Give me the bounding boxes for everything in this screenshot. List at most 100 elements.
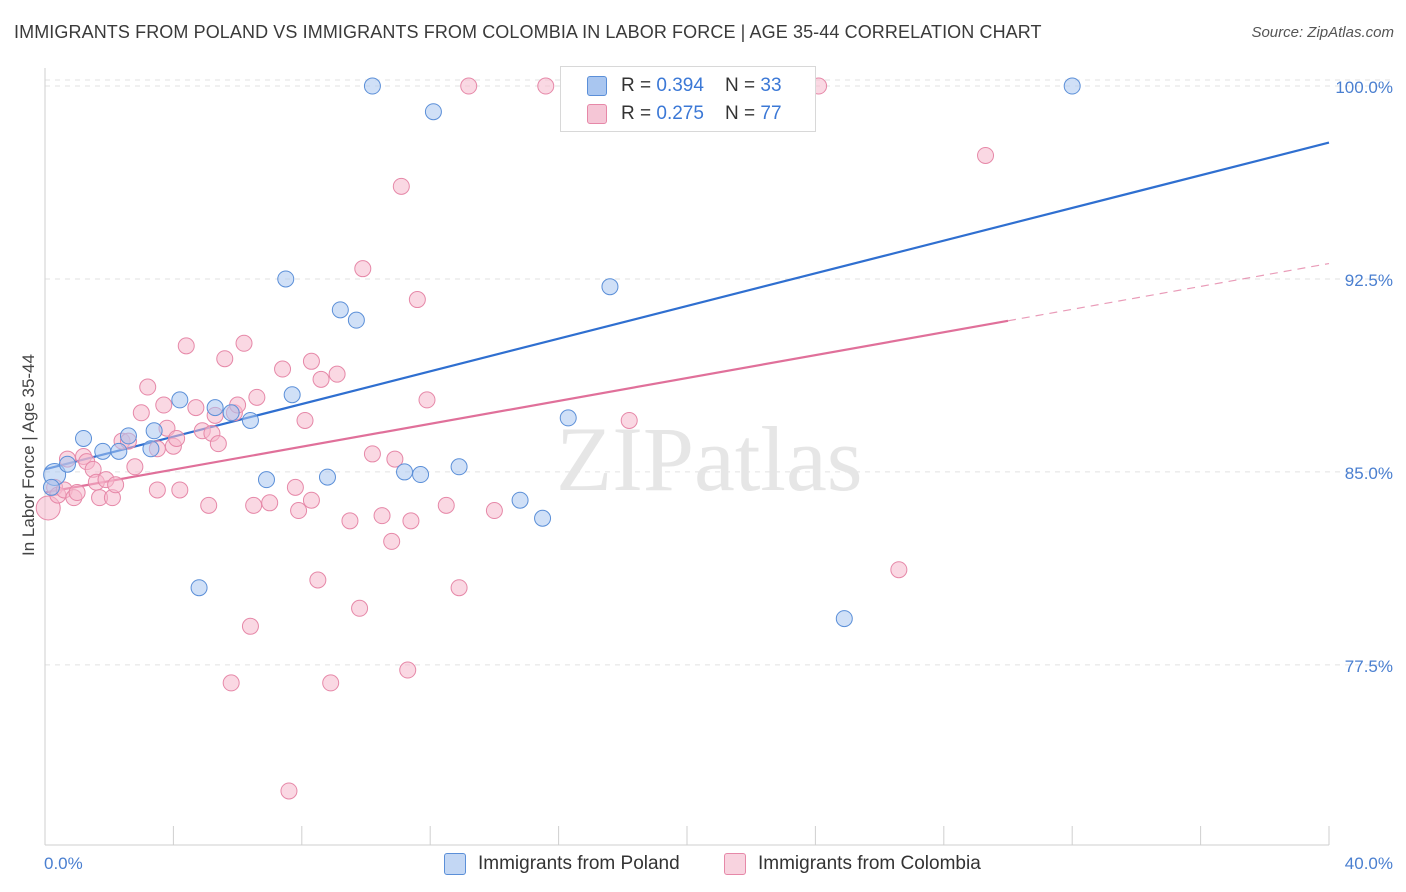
- poland-point: [241, 411, 259, 429]
- poland-point: [318, 468, 336, 486]
- poland-point: [331, 301, 349, 319]
- colombia-point: [171, 481, 189, 499]
- colombia-point: [126, 458, 144, 476]
- y-tick-labels: 77.5% 85.0% 92.5% 100.0%: [1335, 78, 1393, 676]
- x-tick-label: 0.0%: [44, 854, 83, 873]
- poland-point: [145, 422, 163, 440]
- colombia-point: [245, 496, 263, 514]
- colombia-point: [200, 496, 218, 514]
- watermark: ZIPatlas: [556, 408, 863, 510]
- poland-point: [396, 463, 414, 481]
- poland-point: [110, 442, 128, 460]
- colombia-point: [460, 77, 478, 95]
- colombia-point: [261, 494, 279, 512]
- colombia-legend-swatch: [724, 853, 746, 875]
- colombia-point: [392, 177, 410, 195]
- poland-point: [534, 509, 552, 527]
- poland-point: [58, 455, 76, 473]
- poland-point: [363, 77, 381, 95]
- poland-point: [190, 579, 208, 597]
- trend-lines: [44, 141, 1330, 494]
- poland-point: [94, 442, 112, 460]
- colombia-point: [620, 411, 638, 429]
- axes: [44, 68, 1330, 846]
- poland-point: [424, 103, 442, 121]
- colombia-swatch: [587, 104, 607, 124]
- legend-label-colombia: Immigrants from Colombia: [758, 853, 981, 874]
- y-tick-label: 85.0%: [1345, 464, 1393, 483]
- colombia-point: [309, 571, 327, 589]
- poland-point: [347, 311, 365, 329]
- colombia-point: [537, 77, 555, 95]
- colombia-point: [383, 532, 401, 550]
- colombia-point: [235, 334, 253, 352]
- trend-line-colombia: [44, 319, 1009, 494]
- colombia-point: [68, 484, 86, 502]
- colombia-point: [354, 260, 372, 278]
- colombia-point: [363, 445, 381, 463]
- x-tick-label: 40.0%: [1345, 854, 1393, 873]
- colombia-point: [132, 404, 150, 422]
- colombia-point: [418, 391, 436, 409]
- colombia-point: [139, 378, 157, 396]
- trend-line-poland: [44, 141, 1330, 471]
- colombia-point: [187, 399, 205, 417]
- y-tick-label: 92.5%: [1345, 271, 1393, 290]
- colombia-point: [241, 617, 259, 635]
- colombia-point: [386, 450, 404, 468]
- colombia-point: [328, 365, 346, 383]
- colombia-point: [290, 502, 308, 520]
- poland-point: [171, 391, 189, 409]
- colombia-point: [302, 352, 320, 370]
- poland-point: [601, 278, 619, 296]
- colombia-point: [177, 337, 195, 355]
- poland-point: [42, 478, 60, 496]
- poland-swatch: [587, 76, 607, 96]
- poland-point: [283, 386, 301, 404]
- colombia-point: [148, 481, 166, 499]
- poland-point: [511, 491, 529, 509]
- poland-legend-swatch: [444, 853, 466, 875]
- poland-point: [1063, 77, 1081, 95]
- colombia-point: [485, 502, 503, 520]
- poland-point: [206, 399, 224, 417]
- colombia-point: [155, 396, 173, 414]
- colombia-point: [402, 512, 420, 530]
- legend-colombia-stats: R = 0.275 N = 77: [621, 103, 782, 124]
- colombia-point: [222, 674, 240, 692]
- correlation-legend: R = 0.394 N = 33 R = 0.275 N = 77: [560, 66, 816, 132]
- colombia-point: [209, 435, 227, 453]
- colombia-point: [450, 579, 468, 597]
- colombia-point: [274, 360, 292, 378]
- colombia-point: [296, 411, 314, 429]
- poland-point: [450, 458, 468, 476]
- poland-point: [257, 471, 275, 489]
- poland-point: [412, 466, 430, 484]
- poland-point: [835, 610, 853, 628]
- y-tick-label: 77.5%: [1345, 657, 1393, 676]
- colombia-point: [322, 674, 340, 692]
- colombia-point: [437, 496, 455, 514]
- y-axis-label: In Labor Force | Age 35-44: [19, 354, 38, 556]
- colombia-point: [168, 429, 186, 447]
- legend-item-poland: Immigrants from Poland: [444, 850, 680, 878]
- legend-poland-stats: R = 0.394 N = 33: [621, 75, 782, 96]
- colombia-point: [373, 507, 391, 525]
- poland-point: [277, 270, 295, 288]
- colombia-point: [312, 370, 330, 388]
- colombia-point: [302, 491, 320, 509]
- colombia-point: [399, 661, 417, 679]
- trend-line-colombia-extension: [1007, 262, 1330, 322]
- colombia-point: [107, 476, 125, 494]
- poland-point: [142, 440, 160, 458]
- poland-point: [75, 429, 93, 447]
- poland-point: [559, 409, 577, 427]
- chart-title: IMMIGRANTS FROM POLAND VS IMMIGRANTS FRO…: [14, 22, 1042, 42]
- colombia-point: [408, 291, 426, 309]
- colombia-point: [248, 388, 266, 406]
- x-tick-labels: 0.0% 40.0%: [44, 854, 1393, 873]
- colombia-point: [890, 561, 908, 579]
- colombia-point: [351, 599, 369, 617]
- y-tick-label: 100.0%: [1335, 78, 1393, 97]
- legend-label-poland: Immigrants from Poland: [478, 853, 680, 874]
